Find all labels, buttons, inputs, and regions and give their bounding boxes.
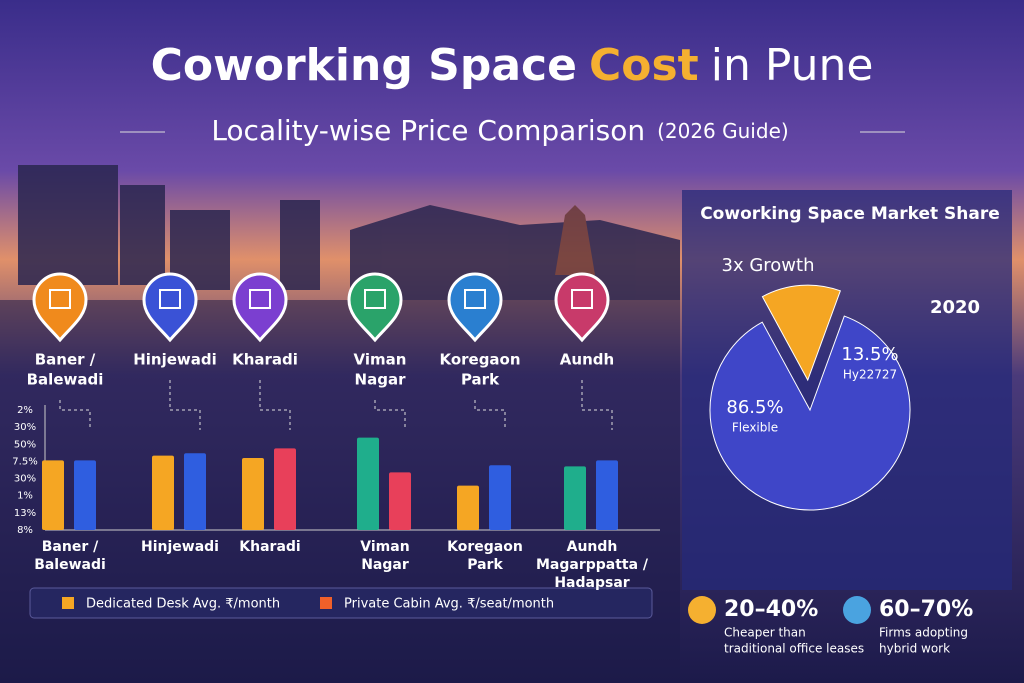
year-label: 2020 [930,297,980,318]
pin-label: Viman [354,351,407,369]
bar [184,453,206,530]
bar [357,437,379,530]
pie-value-label: 86.5% [726,397,783,418]
subtitle-note: (2026 Guide) [657,119,789,143]
pin-label: Kharadi [232,351,298,369]
x-tick-label: Aundh [567,539,618,555]
pin-icon [364,289,386,309]
bar [457,485,479,530]
x-tick-label: Koregaon [447,539,523,555]
y-axis-label: 30% [14,422,36,433]
subtitle: Locality-wise Price Comparison (2026 Guid… [211,114,788,147]
x-tick-label: Park [467,557,503,573]
y-axis-label: 2% [17,405,33,416]
y-axis-label: 1% [17,491,33,502]
pin-icon [249,289,271,309]
pin-label: Koregaon [439,351,520,369]
bar [42,460,64,530]
pin-label: Balewadi [27,371,104,389]
pin-icon [159,289,181,309]
bar [274,448,296,530]
stat-text: traditional office leases [724,642,864,656]
x-tick-label: Balewadi [34,557,106,573]
stat-text: Firms adopting [879,626,968,640]
stat-value: 60–70% [879,597,973,622]
leader [59,400,91,430]
bar [596,460,618,530]
annotation: 3x Growth [722,255,815,276]
title-part: Coworking Space [151,40,577,91]
legend-box [29,587,653,619]
legend-swatch [62,597,74,609]
stat-value: 20–40% [724,597,818,622]
x-tick-label: Magarppatta / [536,557,649,573]
pin-icon [49,289,71,309]
legend-label: Dedicated Desk Avg. ₹/month [86,597,280,612]
pin-label: Aundh [560,351,614,369]
leader [169,380,201,430]
y-axis-label: 7.5% [12,456,37,467]
y-axis-label: 13% [14,508,36,519]
stat-icon [843,596,871,624]
bar [489,465,511,530]
pin-label: Nagar [355,371,407,389]
bar [242,458,264,530]
bar [152,455,174,530]
pin-icon [464,289,486,309]
leader [581,380,613,430]
bar [74,460,96,530]
pin-label: Baner / [35,351,96,369]
y-axis-label: 8% [17,525,33,536]
legend-swatch [320,597,332,609]
pie-category-label: Flexible [732,421,778,435]
x-tick-label: Nagar [361,557,409,573]
legend-label: Private Cabin Avg. ₹/seat/month [344,597,554,612]
leader [259,380,291,430]
pie-title: Coworking Space Market Share [700,204,1000,224]
pin-icon [571,289,593,309]
pin-label: Hinjewadi [133,351,217,369]
title: Coworking Space Cost in Pune [151,40,874,91]
bar [389,472,411,530]
stat-text: hybrid work [879,642,950,656]
y-axis-label: 50% [14,439,36,450]
stat-icon [688,596,716,624]
pie-slice [709,315,911,511]
title-part: Cost [589,40,699,91]
subtitle-main: Locality-wise Price Comparison [211,114,645,147]
pie-value-label: 13.5% [841,344,898,365]
leader [374,400,406,430]
x-tick-label: Hadapsar [554,575,629,591]
pie-slice [761,284,841,382]
y-axis-label: 30% [14,474,36,485]
title-part: in Pune [711,40,874,91]
pin-label: Park [461,371,500,389]
bar [564,466,586,530]
leader [474,400,506,430]
skyline [18,165,680,300]
x-tick-label: Hinjewadi [141,539,219,555]
x-tick-label: Viman [360,539,409,555]
pie-category-label: Hy22727 [843,368,897,382]
x-tick-label: Baner / [42,539,99,555]
x-tick-label: Kharadi [239,539,300,555]
stat-text: Cheaper than [724,626,806,640]
